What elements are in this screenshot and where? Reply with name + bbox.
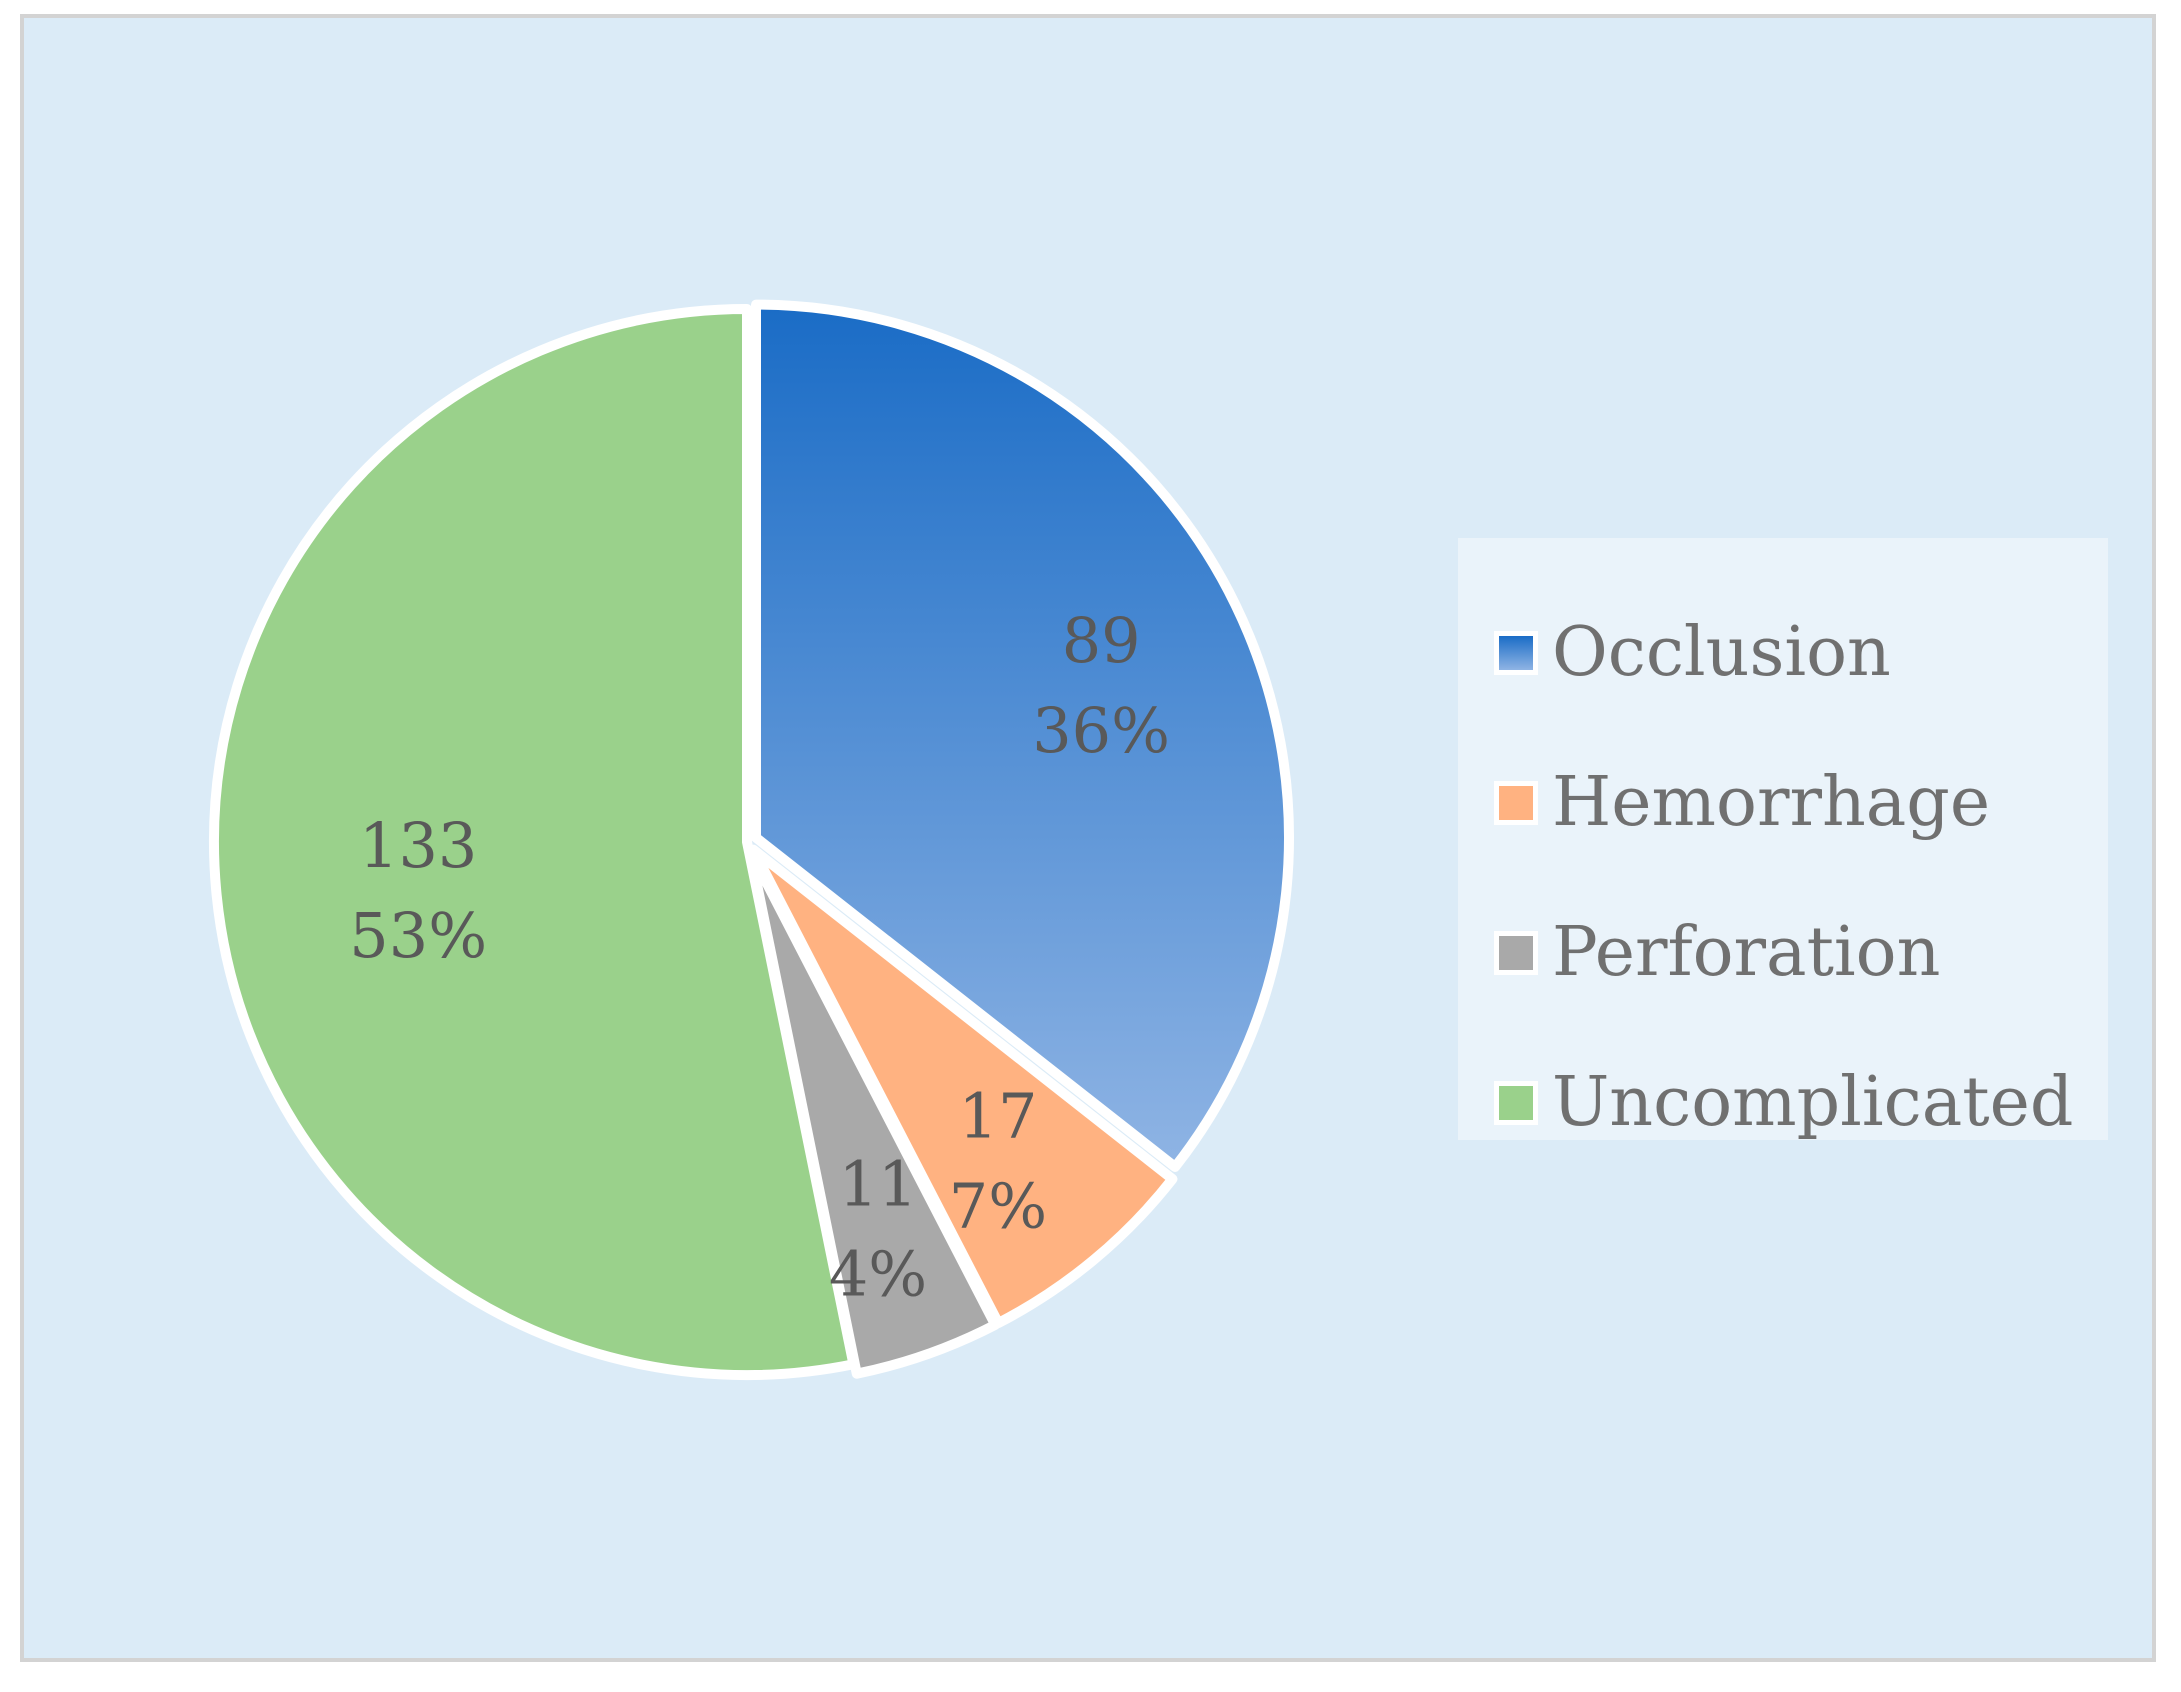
data-label-value-hemorrhage: 17 (959, 1079, 1038, 1152)
legend-swatch-hemorrhage (1494, 781, 1538, 825)
data-label-percent-perforation: 4% (829, 1237, 927, 1310)
data-label-value-uncomplicated: 133 (359, 809, 477, 882)
legend-swatch-uncomplicated (1494, 1081, 1538, 1125)
legend-label-uncomplicated: Uncomplicated (1552, 1063, 2074, 1142)
pie-slice-uncomplicated (209, 304, 859, 1380)
data-label-percent-hemorrhage: 7% (949, 1169, 1047, 1242)
legend-item-uncomplicated: Uncomplicated (1458, 1028, 2108, 1178)
legend: Occlusion Hemorrhage Perforation Uncomplica… (1458, 538, 2108, 1140)
data-label-percent-occlusion: 36% (1032, 694, 1170, 767)
legend-swatch-perforation (1494, 931, 1538, 975)
data-label-value-occlusion: 89 (1062, 604, 1141, 677)
legend-item-perforation: Perforation (1458, 878, 2108, 1028)
legend-item-occlusion: Occlusion (1458, 578, 2108, 728)
data-label-percent-uncomplicated: 53% (349, 899, 487, 972)
legend-label-occlusion: Occlusion (1552, 613, 1891, 692)
legend-item-hemorrhage: Hemorrhage (1458, 728, 2108, 878)
pie-slice-perforation (745, 846, 1001, 1379)
pie-slice-hemorrhage (748, 844, 1178, 1329)
legend-swatch-occlusion (1494, 631, 1538, 675)
legend-label-perforation: Perforation (1552, 913, 1941, 992)
pie-slice-occlusion (750, 299, 1294, 1172)
data-label-value-perforation: 11 (839, 1147, 918, 1220)
legend-label-hemorrhage: Hemorrhage (1552, 763, 1991, 842)
